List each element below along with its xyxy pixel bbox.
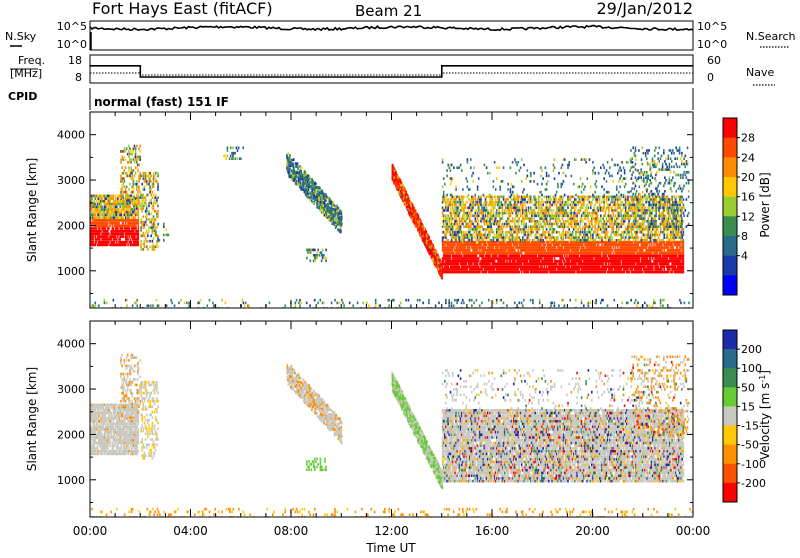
range-tick-label: 2000 <box>57 219 85 232</box>
range-tick-label: 4000 <box>57 129 85 142</box>
colorbar-tick-label: 28 <box>741 132 755 145</box>
nsearch-label: N.Search <box>746 30 796 43</box>
colorbar-tick-label: -200 <box>741 477 766 490</box>
colorbar-tick-label: 200 <box>741 343 762 356</box>
beam-label: Beam 21 <box>355 2 422 20</box>
colorbar-tick-label: -15 <box>741 420 759 433</box>
colorbar-swatch <box>723 236 737 256</box>
power-panel: 4000 3000 2000 1000 Slant Range [km] 28 24 20… <box>25 112 772 310</box>
range-tick-label: 1000 <box>57 474 85 487</box>
time-axis-label: Time UT <box>365 541 416 554</box>
power-ylabel: Slant Range [km] <box>25 158 39 262</box>
cpid-mode: normal (fast) 151 IF <box>94 95 229 109</box>
noise-right-tick-bottom: 10^0 <box>697 38 727 51</box>
velocity-ylabel: Slant Range [km] <box>25 367 39 471</box>
colorbar-tick-label: 16 <box>741 191 755 204</box>
cpid-label: CPID <box>8 90 37 103</box>
colorbar-tick-label: 20 <box>741 171 755 184</box>
colorbar-swatch <box>723 387 737 407</box>
power-colorbar-label: Power [dB] <box>758 172 772 237</box>
velocity-colorbar-label: Velocity [m s-1] <box>758 370 772 460</box>
colorbar-swatch <box>723 330 737 350</box>
noise-sky-line <box>90 26 693 31</box>
time-tick-label: 12:00 <box>374 524 409 538</box>
range-tick-label: 1000 <box>57 265 85 278</box>
freq-left-tick-top: 18 <box>68 54 82 67</box>
range-tick-label: 3000 <box>57 383 85 396</box>
colorbar-swatch <box>723 464 737 484</box>
station-title: Fort Hays East (fitACF) <box>92 0 273 18</box>
range-tick-label: 3000 <box>57 174 85 187</box>
range-tick-label: 2000 <box>57 428 85 441</box>
colorbar-swatch <box>723 177 737 197</box>
colorbar-swatch <box>723 483 737 503</box>
colorbar-tick-label: 50 <box>741 381 755 394</box>
colorbar-swatch <box>723 349 737 369</box>
power-scatter <box>90 145 690 310</box>
frequency-strip: Freq. [MHz] 18 8 60 0 Nave <box>10 54 775 85</box>
range-tick-label: 4000 <box>57 338 85 351</box>
colorbar-swatch <box>723 275 737 295</box>
time-tick-label: 16:00 <box>475 524 510 538</box>
colorbar-swatch <box>723 118 737 138</box>
nave-line <box>90 73 693 75</box>
nave-right-tick-top: 60 <box>707 54 721 67</box>
velocity-panel: 4000 3000 2000 1000 00:00 04:00 08:00 12:00 16:0… <box>25 321 772 554</box>
colorbar-swatch <box>723 197 737 217</box>
colorbar-swatch <box>723 216 737 236</box>
time-tick-label: 04:00 <box>173 524 208 538</box>
time-tick-label: 08:00 <box>274 524 309 538</box>
noise-left-tick-bottom: 10^0 <box>57 38 87 51</box>
colorbar-swatch <box>723 256 737 276</box>
colorbar-tick-label: 8 <box>741 230 748 243</box>
noise-left-tick-top: 10^5 <box>57 20 87 33</box>
colorbar-swatch <box>723 406 737 426</box>
colorbar-tick-label: 24 <box>741 151 755 164</box>
colorbar-tick-label: 4 <box>741 250 748 263</box>
colorbar-tick-label: 15 <box>741 400 755 413</box>
time-tick-label: 00:00 <box>676 524 711 538</box>
freq-label: Freq. <box>18 54 45 67</box>
colorbar-swatch <box>723 445 737 465</box>
colorbar-tick-label: 12 <box>741 210 755 223</box>
colorbar-swatch <box>723 426 737 446</box>
nave-label: Nave <box>746 66 774 79</box>
nsky-label: N.Sky <box>5 30 37 43</box>
velocity-scatter <box>90 354 693 519</box>
freq-left-tick-bottom: 8 <box>75 71 82 84</box>
noise-right-tick-top: 10^5 <box>697 20 727 33</box>
colorbar-swatch <box>723 368 737 388</box>
colorbar-swatch <box>723 138 737 158</box>
nave-right-tick-bottom: 0 <box>707 71 714 84</box>
colorbar-tick-label: -50 <box>741 439 759 452</box>
time-tick-label: 00:00 <box>73 524 108 538</box>
time-tick-label: 20:00 <box>575 524 610 538</box>
date-label: 29/Jan/2012 <box>596 0 693 18</box>
colorbar-swatch <box>723 157 737 177</box>
noise-strip: N.Sky 10^5 10^0 10^5 10^0 N.Search <box>5 20 796 51</box>
